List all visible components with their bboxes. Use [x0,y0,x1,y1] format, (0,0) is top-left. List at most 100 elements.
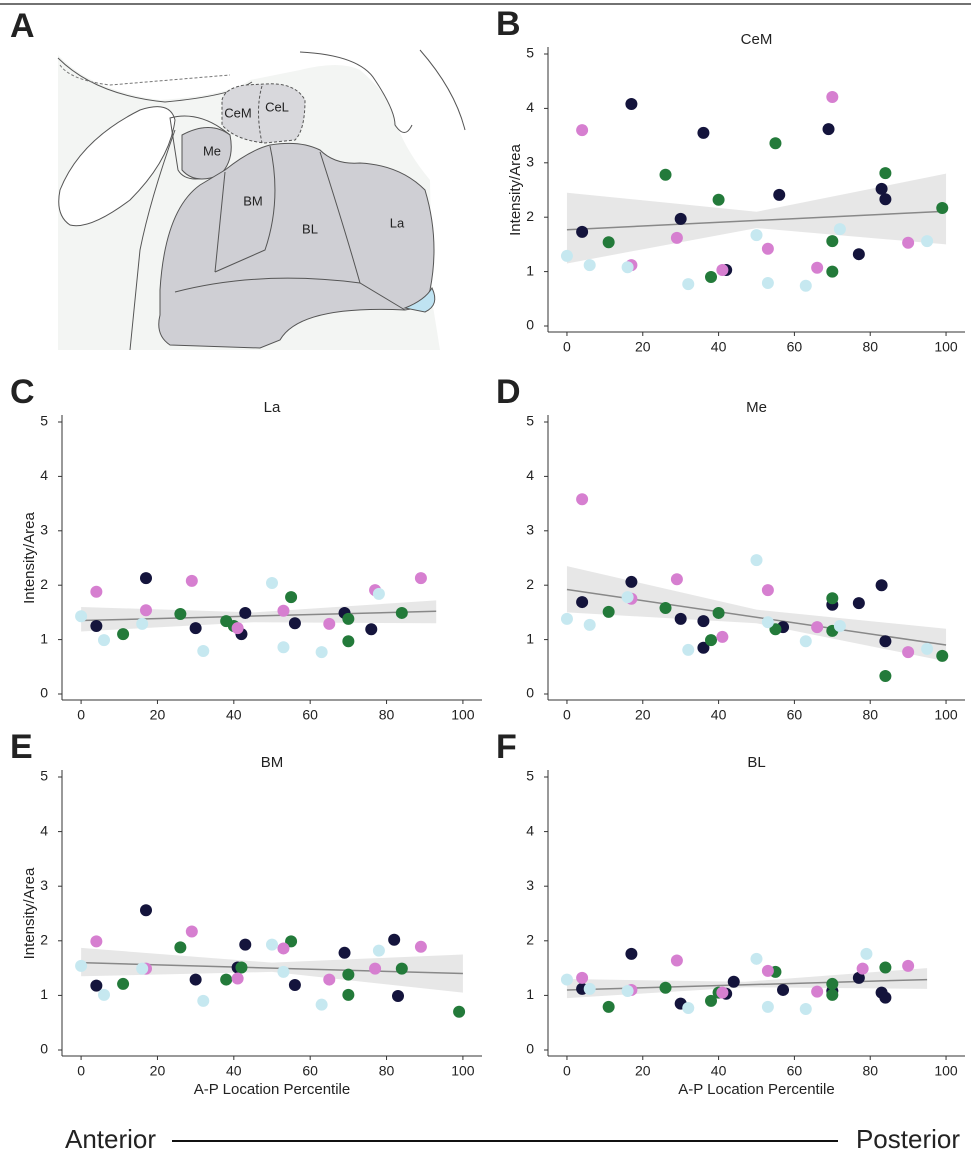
y-tick-label: 0 [526,1041,534,1057]
y-tick-label: 5 [526,768,534,784]
y-tick-label: 2 [40,932,48,948]
data-point [560,612,573,625]
data-point [852,971,865,984]
data-point [750,554,763,567]
x-tick-label: 80 [379,707,395,723]
data-point [852,597,865,610]
data-point [697,126,710,139]
data-point [761,964,774,977]
data-point [285,935,298,948]
data-point [682,1001,695,1014]
x-tick-label: 60 [302,1063,318,1079]
data-point [576,596,589,609]
data-point [936,201,949,214]
data-point [288,979,301,992]
data-point [602,236,615,249]
region-label: CeL [265,99,289,114]
x-tick-label: 60 [787,707,803,723]
y-tick-label: 2 [526,932,534,948]
y-tick-label: 5 [40,768,48,784]
y-tick-label: 4 [526,467,534,483]
panel-label: A [10,7,35,45]
data-point [239,938,252,951]
y-tick-label: 1 [40,630,48,646]
y-tick-label: 4 [526,822,534,838]
data-point [769,623,782,636]
y-tick-label: 5 [40,413,48,429]
y-axis-label: Intensity/Area [21,867,38,959]
data-point [826,592,839,605]
data-point [117,977,130,990]
y-tick-label: 2 [526,576,534,592]
data-point [879,991,892,1004]
footer-right: Posterior [856,1124,960,1154]
data-point [833,620,846,632]
x-tick-label: 100 [934,1063,958,1079]
data-point [342,635,355,648]
data-point [659,602,672,615]
y-tick-label: 2 [526,208,534,224]
data-point [697,615,710,628]
x-tick-label: 40 [226,707,242,723]
data-point [769,137,782,150]
x-tick-label: 100 [934,707,958,723]
x-tick-label: 80 [862,707,878,723]
data-point [659,168,672,181]
y-tick-label: 1 [526,986,534,1002]
data-point [674,212,687,225]
data-point [833,223,846,236]
y-tick-label: 4 [40,822,48,838]
x-tick-label: 0 [563,707,571,723]
confidence-band [566,173,947,264]
data-point [315,646,328,659]
data-point [75,959,88,972]
x-tick-label: 20 [150,1063,166,1079]
data-point [921,235,934,248]
data-point [414,572,427,585]
data-point [602,605,615,618]
x-tick-label: 40 [226,1063,242,1079]
x-tick-label: 40 [711,339,727,355]
anatomy-diagram [57,45,466,351]
data-point [670,954,683,967]
y-tick-label: 0 [526,685,534,701]
data-point [826,235,839,248]
data-point [315,998,328,1011]
data-point [670,573,683,586]
data-point [285,591,298,604]
y-tick-label: 1 [40,986,48,1002]
data-point [697,641,710,654]
y-tick-label: 1 [526,262,534,278]
data-point [879,635,892,648]
region-label: BL [302,221,318,236]
data-point [716,263,729,276]
x-tick-label: 100 [934,339,958,355]
data-point [826,988,839,1001]
y-tick-label: 5 [526,45,534,61]
data-point [560,249,573,262]
data-point [583,618,596,631]
data-point [583,259,596,272]
data-point [811,261,824,274]
data-point [716,986,729,999]
footer-left: Anterior [65,1124,156,1154]
y-tick-label: 0 [40,1041,48,1057]
data-point [277,965,290,978]
data-point [773,188,786,201]
x-tick-label: 60 [787,1063,803,1079]
data-point [860,947,873,960]
x-tick-label: 20 [635,707,651,723]
y-tick-label: 5 [526,413,534,429]
data-point [777,983,790,996]
data-point [799,635,812,648]
data-point [705,994,718,1007]
data-point [372,587,385,600]
region-label: CeM [224,105,251,120]
data-point [90,935,103,948]
data-point [879,961,892,974]
y-axis-label: Intensity/Area [21,511,38,603]
data-point [879,193,892,206]
data-point [811,621,824,634]
data-point [761,584,774,597]
